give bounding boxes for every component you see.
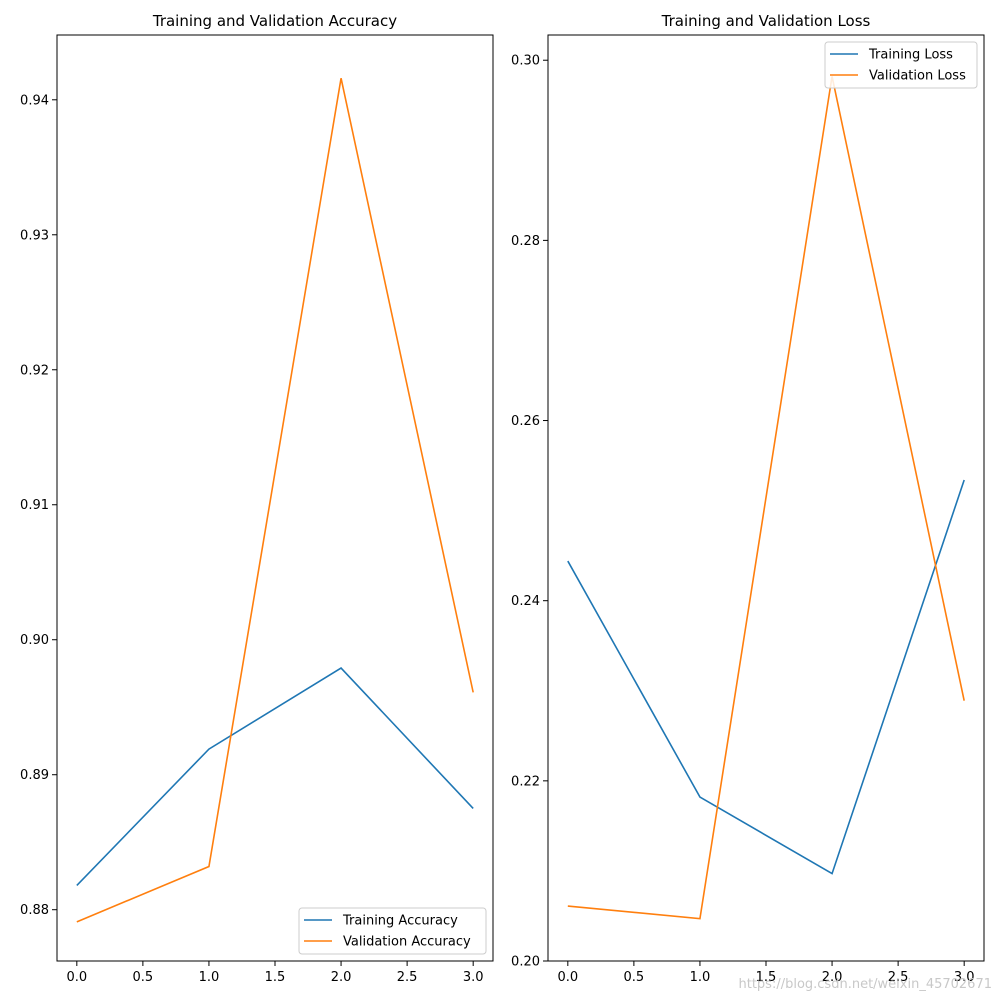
x-tick-label: 3.0 — [463, 970, 484, 985]
y-tick-label: 0.24 — [511, 594, 540, 609]
y-tick-label: 0.94 — [20, 93, 49, 108]
legend-label: Training Loss — [868, 48, 953, 63]
chart-panel-2: Training and Validation Loss 0.0 0.5 1.0 1.5… — [511, 12, 985, 985]
legend: Training Accuracy Validation Accuracy — [298, 907, 487, 955]
y-tick-label: 0.26 — [511, 414, 540, 429]
x-tick-label: 1.5 — [756, 970, 777, 985]
x-tick-label: 1.0 — [199, 970, 220, 985]
y-tick-label: 0.92 — [20, 363, 49, 378]
x-tick-label: 2.5 — [888, 970, 909, 985]
y-tick-label: 0.88 — [20, 903, 49, 918]
legend-label: Validation Accuracy — [343, 935, 471, 950]
x-tick-label: 2.0 — [331, 970, 352, 985]
y-tick-label: 0.90 — [20, 633, 49, 648]
x-tick-label: 1.0 — [690, 970, 711, 985]
chart-title: Training and Validation Loss — [661, 12, 871, 30]
legend: Training Loss Validation Loss — [824, 41, 978, 89]
series-line-training-loss — [567, 479, 965, 875]
legend-label: Validation Loss — [869, 69, 966, 84]
y-tick-label: 0.93 — [20, 228, 49, 243]
y-tick-label: 0.30 — [511, 54, 540, 69]
legend-box — [824, 41, 978, 89]
chart-panel-1: Training and Validation Accuracy 0.0 0.5 1.… — [20, 12, 494, 985]
x-tick-label: 1.5 — [265, 970, 286, 985]
x-tick-label: 2.5 — [397, 970, 418, 985]
charts-layer: Training and Validation Accuracy 0.0 0.5 1.… — [20, 12, 985, 985]
legend-label: Training Accuracy — [342, 914, 458, 929]
chart-title: Training and Validation Accuracy — [152, 12, 397, 30]
x-tick-label: 0.0 — [557, 970, 578, 985]
legend-box — [298, 907, 487, 955]
y-tick-label: 0.22 — [511, 774, 540, 789]
x-tick-label: 2.0 — [822, 970, 843, 985]
series-line-training-accuracy — [76, 667, 474, 886]
watermark-text: https://blog.csdn.net/weixin_45702671 — [738, 977, 992, 992]
x-tick-label: 0.5 — [133, 970, 154, 985]
y-tick-label: 0.20 — [511, 955, 540, 970]
series-line-validation-loss — [567, 76, 965, 920]
x-tick-label: 0.0 — [66, 970, 87, 985]
plot-frame — [56, 34, 494, 962]
x-tick-label: 0.5 — [624, 970, 645, 985]
x-tick-label: 3.0 — [954, 970, 975, 985]
y-tick-label: 0.89 — [20, 768, 49, 783]
plot-frame — [547, 34, 985, 962]
y-tick-label: 0.91 — [20, 498, 49, 513]
series-line-validation-accuracy — [76, 78, 474, 923]
y-tick-label: 0.28 — [511, 234, 540, 249]
